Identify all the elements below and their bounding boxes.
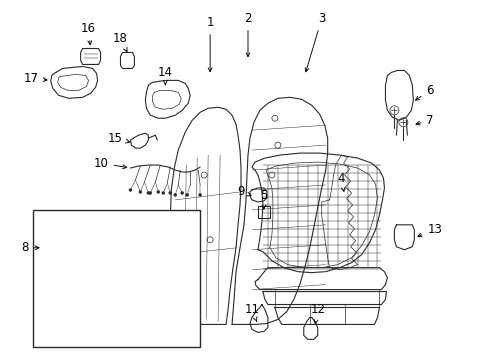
Text: 10: 10 <box>94 157 126 170</box>
Circle shape <box>181 192 183 194</box>
Circle shape <box>139 190 142 193</box>
Circle shape <box>157 190 160 193</box>
Text: 4: 4 <box>337 171 345 191</box>
Circle shape <box>146 192 149 194</box>
Bar <box>33 210 200 347</box>
Text: 17: 17 <box>24 72 47 85</box>
Text: 14: 14 <box>158 66 172 85</box>
Circle shape <box>148 192 152 194</box>
Text: 15: 15 <box>107 132 129 145</box>
Text: 1: 1 <box>206 16 213 72</box>
Text: 11: 11 <box>244 303 259 321</box>
Text: 13: 13 <box>417 223 441 237</box>
Circle shape <box>168 192 171 194</box>
Text: 9: 9 <box>237 185 250 198</box>
Text: 5: 5 <box>260 189 267 209</box>
Text: 16: 16 <box>81 22 96 45</box>
Text: 7: 7 <box>415 114 433 127</box>
Text: 8: 8 <box>21 241 39 254</box>
Text: 18: 18 <box>113 32 128 51</box>
Text: 2: 2 <box>244 12 251 57</box>
Text: 6: 6 <box>415 84 433 100</box>
Text: 12: 12 <box>309 303 325 324</box>
Circle shape <box>198 193 201 197</box>
Circle shape <box>173 193 176 197</box>
Circle shape <box>162 192 164 194</box>
Circle shape <box>129 189 132 192</box>
Text: 3: 3 <box>305 12 325 72</box>
Circle shape <box>185 193 188 197</box>
